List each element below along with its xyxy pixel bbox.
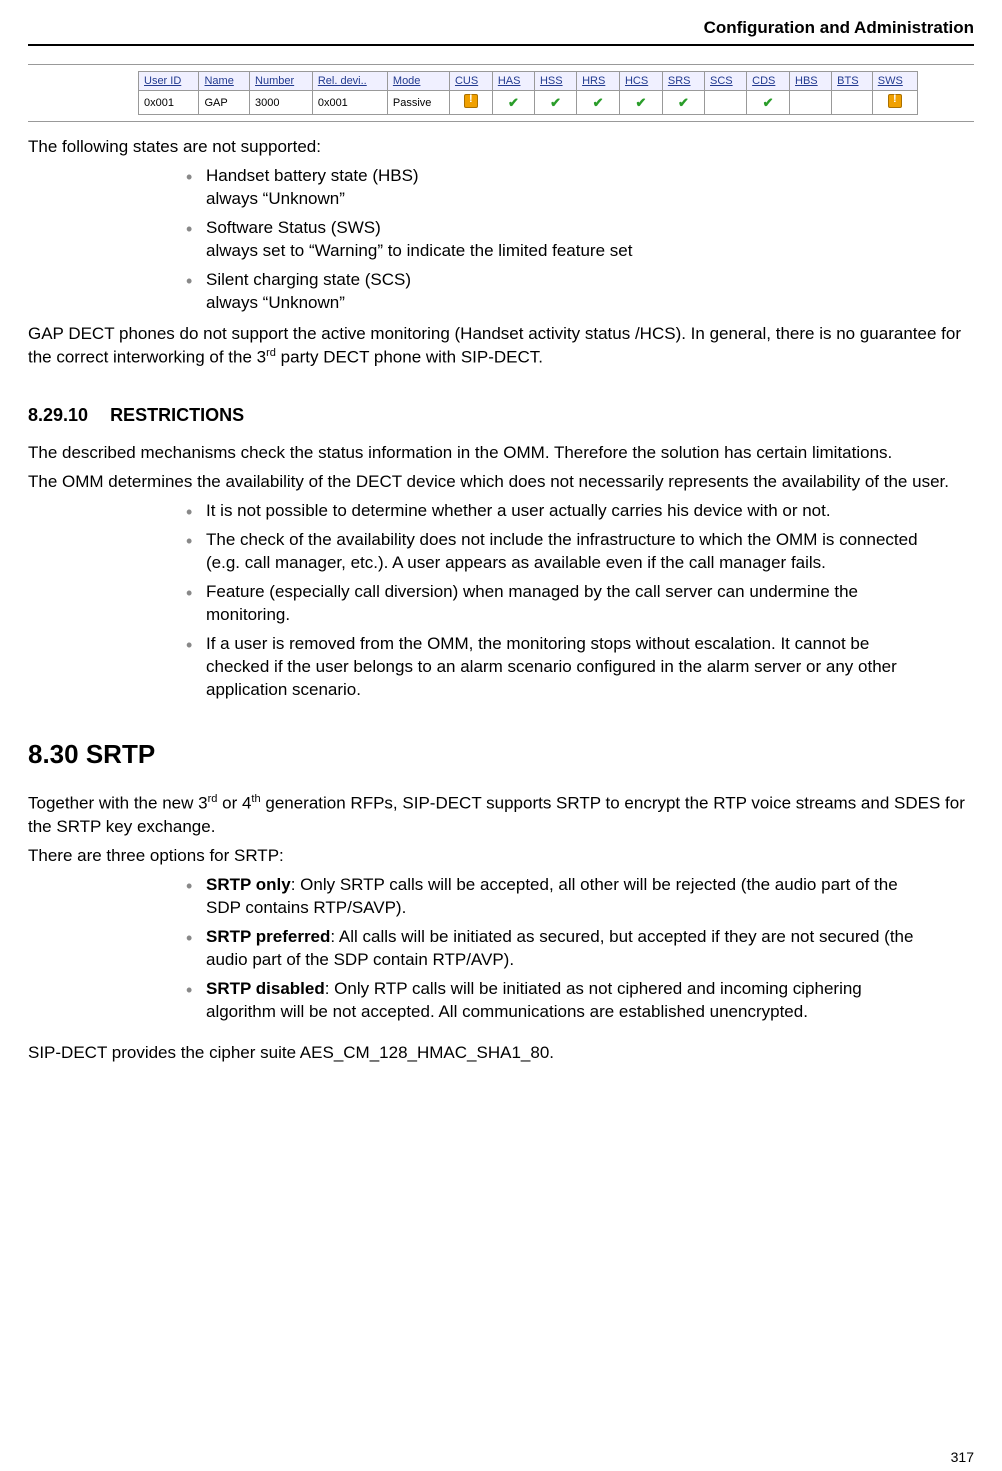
srtp-options-list: SRTP only: Only SRTP calls will be accep…: [28, 874, 974, 1024]
restrictions-list: It is not possible to determine whether …: [28, 500, 974, 702]
item-bold: SRTP preferred: [206, 927, 330, 946]
col-cus: CUS: [449, 72, 492, 91]
status-table-wrapper: User ID Name Number Rel. devi.. Mode CUS…: [28, 64, 974, 122]
cell-srs: ✔: [662, 91, 704, 115]
cell-userid: 0x001: [139, 91, 199, 115]
cell-bts: [832, 91, 873, 115]
col-hss: HSS: [534, 72, 576, 91]
checkmark-icon: ✔: [635, 95, 646, 110]
ordinal-sup: th: [251, 793, 260, 805]
col-mode: Mode: [387, 72, 449, 91]
list-item: Software Status (SWS) always set to “War…: [178, 217, 934, 263]
ordinal-sup: rd: [266, 347, 276, 359]
srtp-p1-b: or 4: [217, 794, 251, 813]
restrictions-heading: 8.29.10 RESTRICTIONS: [28, 405, 974, 426]
cipher-text: SIP-DECT provides the cipher suite AES_C…: [28, 1042, 974, 1065]
unsupported-list: Handset battery state (HBS) always “Unkn…: [28, 165, 974, 315]
item-line2: always set to “Warning” to indicate the …: [206, 240, 934, 263]
warning-icon: [888, 94, 902, 108]
item-text: : Only SRTP calls will be accepted, all …: [206, 875, 898, 917]
srtp-heading: 8.30 SRTP: [28, 739, 974, 770]
col-hbs: HBS: [790, 72, 832, 91]
list-item: Feature (especially call diversion) when…: [178, 581, 934, 627]
section-number: 8.29.10: [28, 405, 88, 426]
item-line1: Handset battery state (HBS): [206, 165, 934, 188]
ordinal-sup: rd: [208, 793, 218, 805]
item-bold: SRTP disabled: [206, 979, 325, 998]
checkmark-icon: ✔: [593, 95, 604, 110]
restrictions-p1: The described mechanisms check the statu…: [28, 442, 974, 465]
srtp-p1: Together with the new 3rd or 4th generat…: [28, 792, 974, 839]
cell-has: ✔: [492, 91, 534, 115]
cell-hss: ✔: [534, 91, 576, 115]
col-scs: SCS: [705, 72, 747, 91]
item-line2: always “Unknown”: [206, 188, 934, 211]
cell-cds: ✔: [747, 91, 790, 115]
list-item: Handset battery state (HBS) always “Unkn…: [178, 165, 934, 211]
gap-paragraph: GAP DECT phones do not support the activ…: [28, 323, 974, 370]
list-item: The check of the availability does not i…: [178, 529, 934, 575]
table-row: 0x001 GAP 3000 0x001 Passive ✔ ✔ ✔ ✔ ✔ ✔: [139, 91, 918, 115]
col-srs: SRS: [662, 72, 704, 91]
restrictions-p2: The OMM determines the availability of t…: [28, 471, 974, 494]
col-bts: BTS: [832, 72, 873, 91]
col-number: Number: [250, 72, 313, 91]
cell-hcs: ✔: [619, 91, 662, 115]
list-item: SRTP disabled: Only RTP calls will be in…: [178, 978, 934, 1024]
col-reldev: Rel. devi..: [312, 72, 387, 91]
col-userid: User ID: [139, 72, 199, 91]
cell-reldev: 0x001: [312, 91, 387, 115]
item-bold: SRTP only: [206, 875, 291, 894]
list-item: SRTP preferred: All calls will be initia…: [178, 926, 934, 972]
checkmark-icon: ✔: [763, 95, 774, 110]
col-cds: CDS: [747, 72, 790, 91]
checkmark-icon: ✔: [550, 95, 561, 110]
page-number: 317: [951, 1449, 974, 1465]
intro-text: The following states are not supported:: [28, 136, 974, 159]
col-has: HAS: [492, 72, 534, 91]
cell-scs: [705, 91, 747, 115]
list-item: Silent charging state (SCS) always “Unkn…: [178, 269, 934, 315]
col-hrs: HRS: [577, 72, 620, 91]
item-line2: always “Unknown”: [206, 292, 934, 315]
item-line1: Silent charging state (SCS): [206, 269, 934, 292]
section-title: RESTRICTIONS: [110, 405, 244, 425]
srtp-p2: There are three options for SRTP:: [28, 845, 974, 868]
gap-text-post: party DECT phone with SIP-DECT.: [276, 347, 543, 366]
srtp-p1-a: Together with the new 3: [28, 794, 208, 813]
header-separator: [28, 44, 974, 46]
warning-icon: [464, 94, 478, 108]
cell-hbs: [790, 91, 832, 115]
cell-hrs: ✔: [577, 91, 620, 115]
col-hcs: HCS: [619, 72, 662, 91]
checkmark-icon: ✔: [508, 95, 519, 110]
page-header-title: Configuration and Administration: [28, 18, 974, 38]
cell-cus: [449, 91, 492, 115]
col-sws: SWS: [872, 72, 917, 91]
item-line1: Software Status (SWS): [206, 217, 934, 240]
cell-sws: [872, 91, 917, 115]
list-item: SRTP only: Only SRTP calls will be accep…: [178, 874, 934, 920]
table-header-row: User ID Name Number Rel. devi.. Mode CUS…: [139, 72, 918, 91]
list-item: It is not possible to determine whether …: [178, 500, 934, 523]
status-table: User ID Name Number Rel. devi.. Mode CUS…: [138, 71, 918, 115]
col-name: Name: [199, 72, 250, 91]
cell-mode: Passive: [387, 91, 449, 115]
checkmark-icon: ✔: [678, 95, 689, 110]
cell-name: GAP: [199, 91, 250, 115]
list-item: If a user is removed from the OMM, the m…: [178, 633, 934, 702]
cell-number: 3000: [250, 91, 313, 115]
